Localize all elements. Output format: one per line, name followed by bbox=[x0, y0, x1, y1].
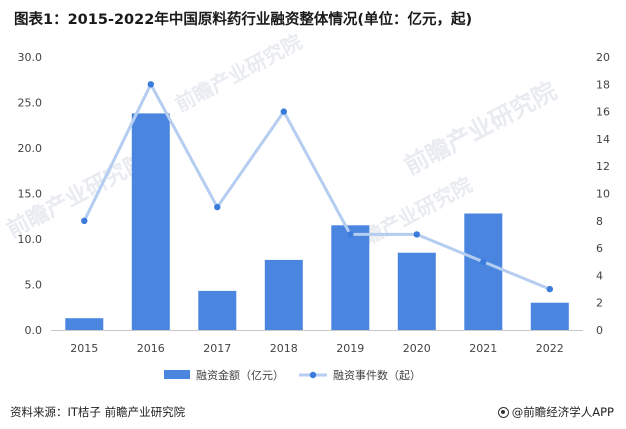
right-axis-tick-label: 2 bbox=[596, 297, 603, 310]
line-point bbox=[347, 231, 354, 238]
bar bbox=[464, 213, 503, 330]
x-axis-tick-label: 2020 bbox=[403, 342, 431, 355]
legend-bar-label: 融资金额（亿元） bbox=[196, 368, 284, 382]
legend-line-label: 融资事件数（起） bbox=[333, 369, 421, 382]
bar bbox=[530, 302, 569, 330]
bar bbox=[198, 290, 237, 330]
right-axis-tick-label: 14 bbox=[596, 133, 610, 146]
right-axis-tick-label: 12 bbox=[596, 160, 610, 173]
right-axis-tick-label: 4 bbox=[596, 269, 603, 282]
line-point bbox=[280, 108, 287, 115]
bar bbox=[264, 259, 303, 330]
tick-labels: 0.0 5.0 10.0 15.0 20.0 25.0 30.0 0 2 4 6 8 10 12 14 16 1… bbox=[18, 51, 611, 355]
line-point bbox=[480, 258, 487, 265]
left-axis-tick-label: 25.0 bbox=[18, 97, 43, 110]
line-point bbox=[546, 285, 553, 293]
left-axis-tick-label: 20.0 bbox=[18, 142, 43, 155]
right-axis-tick-label: 6 bbox=[596, 242, 603, 255]
bar bbox=[331, 225, 370, 330]
chart-title: 图表1：2015-2022年中国原料药行业融资整体情况(单位：亿元，起) bbox=[14, 12, 473, 28]
right-axis-tick-label: 10 bbox=[596, 188, 610, 201]
left-axis-tick-label: 10.0 bbox=[18, 233, 43, 246]
source-note: 资料来源：IT桔子 前瞻产业研究院 bbox=[10, 405, 186, 419]
watermark-text: 前瞻产业研究院 bbox=[400, 77, 561, 181]
x-axis-tick-label: 2022 bbox=[536, 342, 564, 355]
left-axis-tick-label: 30.0 bbox=[18, 51, 43, 64]
x-axis-tick-label: 2017 bbox=[203, 342, 231, 355]
x-axis-tick-label: 2016 bbox=[137, 342, 165, 355]
legend: 融资金额（亿元） 融资事件数（起） bbox=[164, 368, 421, 382]
legend-line-marker bbox=[309, 371, 317, 379]
line-point bbox=[214, 203, 221, 211]
x-axis-tick-label: 2018 bbox=[270, 342, 298, 355]
brand-credit: @前瞻经济学人APP bbox=[497, 404, 614, 420]
left-axis-tick-label: 15.0 bbox=[18, 188, 43, 201]
brand-text: @前瞻经济学人APP bbox=[511, 405, 614, 419]
x-axis-tick-label: 2015 bbox=[70, 342, 98, 355]
line-series bbox=[81, 81, 553, 293]
right-axis-tick-label: 8 bbox=[596, 215, 603, 228]
right-axis-tick-label: 20 bbox=[596, 51, 610, 64]
watermark-text: 前瞻产业研究院 bbox=[171, 29, 306, 116]
right-axis-tick-label: 16 bbox=[596, 106, 610, 119]
x-axis-tick-label: 2019 bbox=[336, 342, 364, 355]
right-axis-tick-label: 18 bbox=[596, 78, 610, 91]
line-point bbox=[413, 231, 420, 238]
footer: 资料来源：IT桔子 前瞻产业研究院 @前瞻经济学人APP bbox=[0, 398, 626, 429]
bar-series bbox=[65, 113, 569, 331]
x-axis-tick-label: 2021 bbox=[469, 342, 497, 355]
bar bbox=[65, 318, 104, 330]
left-axis-tick-label: 0.0 bbox=[25, 324, 43, 337]
bar bbox=[131, 113, 170, 331]
line-path bbox=[82, 82, 552, 291]
legend-bar-swatch bbox=[164, 370, 190, 379]
line-point bbox=[147, 81, 154, 88]
left-axis-tick-label: 5.0 bbox=[25, 279, 43, 292]
bar bbox=[397, 252, 436, 330]
line-point bbox=[81, 217, 88, 224]
brand-logo-icon bbox=[497, 407, 509, 418]
right-axis-tick-label: 0 bbox=[596, 324, 603, 337]
